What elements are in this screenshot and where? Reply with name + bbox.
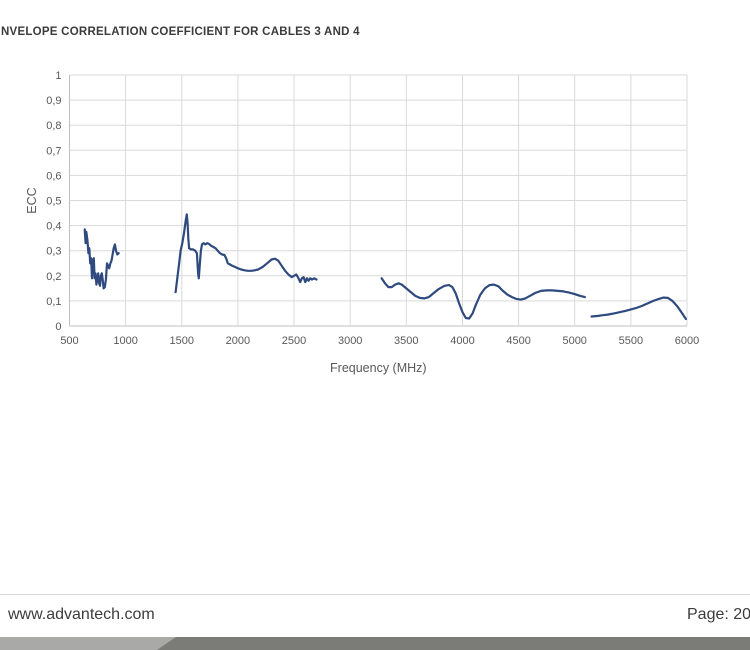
y-tick-label: 0,7 [46,145,61,157]
x-axis-title: Frequency (MHz) [330,361,427,375]
ecc-series-line [83,228,120,290]
x-tick-label: 3500 [394,335,418,347]
y-tick-label: 0,8 [46,120,61,132]
x-tick-label: 4500 [506,335,530,347]
x-tick-label: 2000 [226,335,250,347]
y-tick-label: 0,1 [46,296,61,308]
y-axis-title: ECC [25,187,39,213]
x-tick-label: 500 [60,335,78,347]
y-tick-label: 0,3 [46,246,61,258]
y-tick-label: 0 [55,321,61,333]
ecc-series-line [174,213,318,294]
footer-bar-light [0,637,176,650]
y-tick-label: 0,9 [46,95,61,107]
ecc-series-line [590,296,687,321]
footer-bar-dark [0,637,750,650]
footer-page-number: Page: 20 [687,606,750,623]
y-tick-label: 0,2 [46,271,61,283]
x-tick-label: 2500 [282,335,306,347]
x-tick-label: 3000 [338,335,362,347]
chart-title: NVELOPE CORRELATION COEFFICIENT FOR CABL… [1,26,360,38]
footer-website: www.advantech.com [8,606,155,623]
x-tick-label: 5500 [619,335,643,347]
x-tick-label: 4000 [450,335,474,347]
y-tick-label: 0,5 [46,196,61,208]
y-tick-label: 0,6 [46,170,61,182]
x-tick-label: 6000 [675,335,699,347]
y-tick-label: 1 [55,70,61,82]
footer-bar [0,637,750,650]
ecc-series-line [380,277,586,320]
x-tick-label: 5000 [562,335,586,347]
y-tick-label: 0,4 [46,221,61,233]
x-tick-label: 1500 [170,335,194,347]
footer-divider [0,594,750,595]
x-tick-label: 1000 [113,335,137,347]
